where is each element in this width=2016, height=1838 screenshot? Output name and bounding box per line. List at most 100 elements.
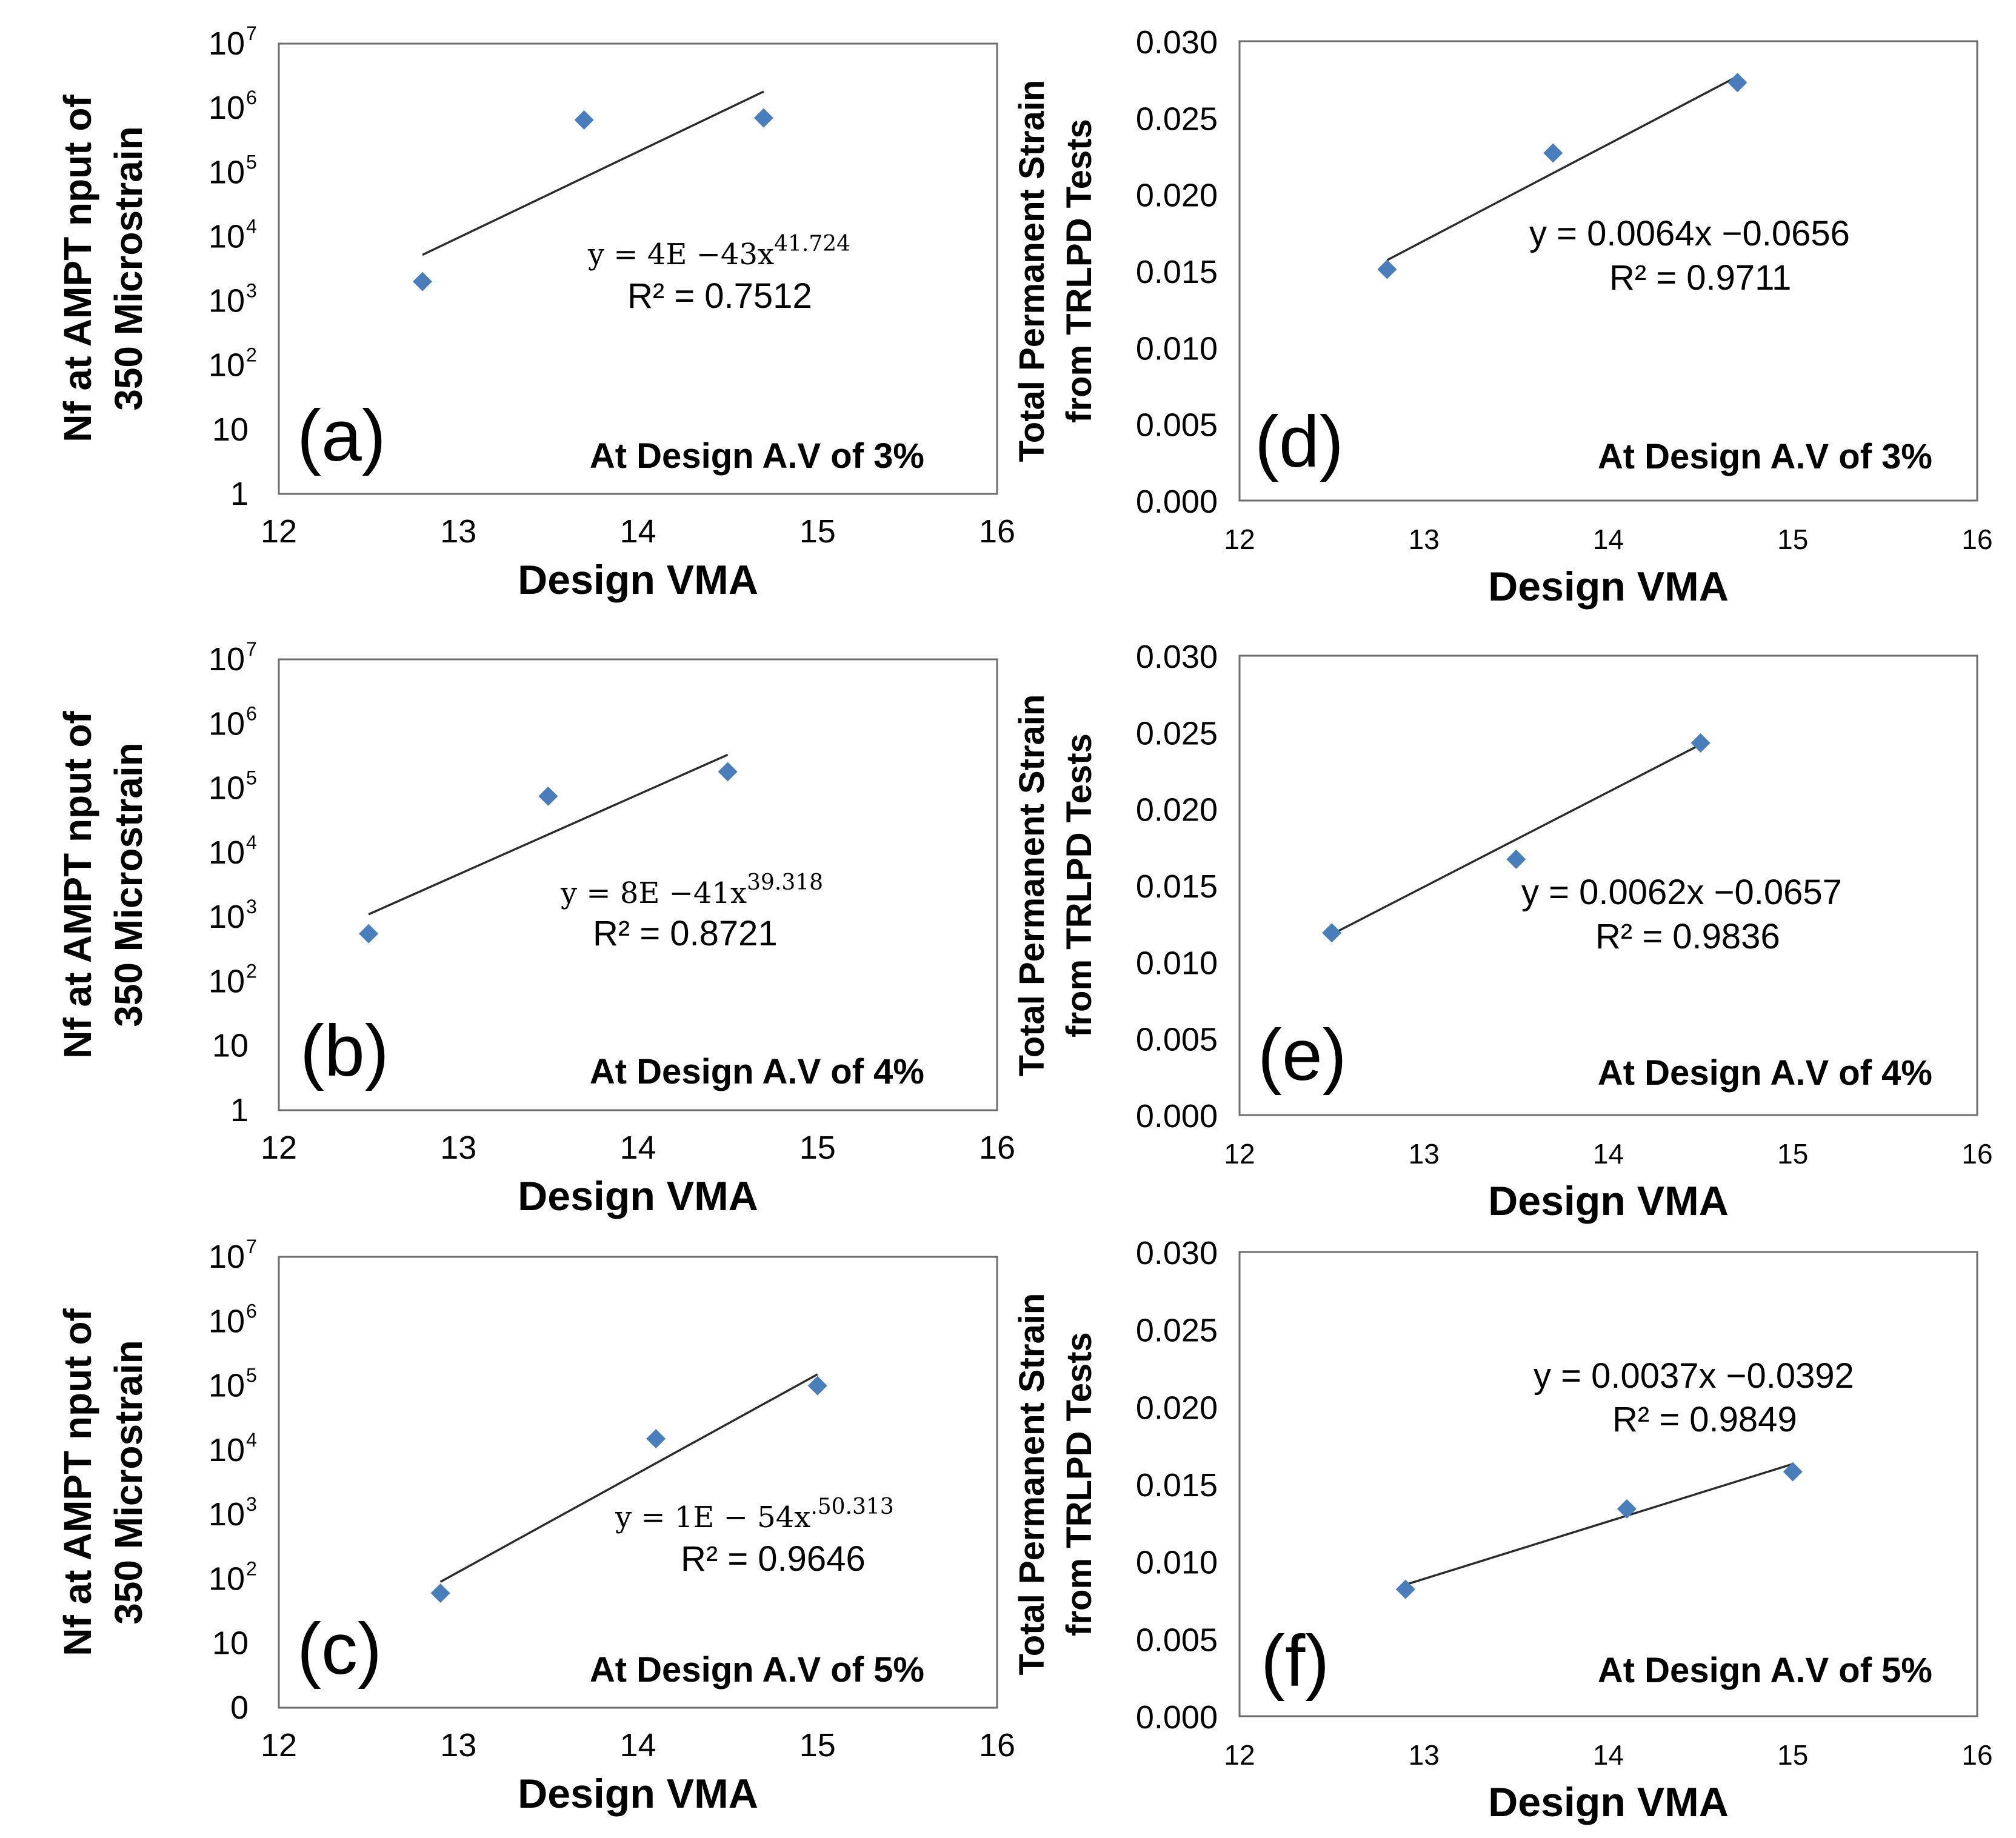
y-tick-label: 10 [209, 899, 245, 935]
x-tick-label: 14 [1593, 1739, 1624, 1771]
x-tick-label: 12 [261, 1727, 297, 1763]
y-tick-label: 10 [209, 1432, 245, 1468]
x-tick-label: 14 [619, 1727, 656, 1763]
x-axis-label: Design VMA [1488, 564, 1729, 610]
y-tick-label: 10 [209, 963, 245, 999]
y-tick-label: 10 [209, 1368, 245, 1404]
y-axis-label-line: Total Permanent Strain [1012, 694, 1052, 1077]
data-point [754, 108, 773, 128]
y-axis-label-line: Nf at AMPT nput of [56, 1308, 99, 1656]
plot-area-frame [1240, 1252, 1977, 1716]
y-tick-exponent: 7 [246, 638, 257, 660]
y-tick-label: 1 [230, 476, 249, 512]
x-tick-label: 14 [1593, 524, 1624, 555]
y-tick-label: 10 [209, 1303, 245, 1339]
panel-label: (f) [1261, 1620, 1329, 1702]
equation-exponent: 41.724 [774, 231, 850, 256]
x-tick-label: 12 [261, 1130, 297, 1166]
y-tick-label: 10 [209, 1560, 245, 1597]
data-point [1322, 923, 1341, 942]
y-tick-label: 0.000 [1136, 1699, 1218, 1736]
trendline-equation: y = 0.0064x −0.0656 [1529, 214, 1850, 253]
data-point [538, 787, 558, 806]
y-tick-label: 1 [230, 1092, 249, 1128]
r-squared-label: R² = 0.9646 [681, 1539, 866, 1579]
x-tick-label: 13 [440, 1130, 476, 1166]
y-tick-exponent: 4 [246, 831, 257, 853]
data-point [413, 272, 432, 291]
x-tick-label: 13 [1409, 1138, 1440, 1170]
y-tick-label: 0.030 [1136, 639, 1218, 675]
data-point [431, 1583, 450, 1603]
x-tick-label: 15 [799, 513, 836, 550]
panel-b: 12 13 14 15 1611010210310410510610 7Design VM… [56, 638, 1015, 1219]
y-tick-exponent: 2 [246, 344, 257, 366]
panel-annotation: At Design A.V of 3% [1598, 437, 1932, 476]
plot-area-frame [279, 1257, 997, 1708]
x-axis-label: Design VMA [518, 557, 758, 603]
y-tick-exponent: 6 [246, 1300, 257, 1322]
equation-base: y = 8E −41x [560, 876, 747, 910]
x-tick-label: 14 [619, 1130, 656, 1166]
y-tick-exponent: 5 [246, 767, 257, 789]
data-point [1691, 733, 1711, 753]
y-tick-exponent: 6 [246, 87, 257, 108]
y-tick-exponent: 4 [246, 215, 257, 237]
y-axis-label-line: Total Permanent Strain [1012, 80, 1052, 462]
y-tick-exponent: 5 [246, 151, 257, 173]
data-point [1783, 1462, 1803, 1482]
y-axis-label-line: 350 Microstrain [107, 742, 150, 1027]
y-tick-label: 10 [209, 154, 245, 190]
data-point [718, 762, 738, 781]
x-tick-label: 13 [1409, 524, 1440, 555]
y-tick-label: 0.025 [1136, 101, 1218, 137]
y-axis-label-line: Nf at AMPT nput of [56, 711, 99, 1059]
equation-base: y = 4E −43x [587, 238, 774, 271]
y-tick-label: 0 [230, 1690, 249, 1726]
panel-label: (a) [297, 395, 386, 476]
x-tick-label: 15 [799, 1130, 836, 1166]
x-tick-label: 14 [619, 513, 656, 550]
r-squared-label: R² = 0.9711 [1609, 258, 1791, 298]
y-tick-label: 0.015 [1136, 868, 1218, 905]
data-point [1727, 73, 1747, 92]
r-squared-label: R² = 0.9836 [1595, 917, 1780, 956]
data-point [1543, 143, 1563, 162]
r-squared-label: R² = 0.8721 [593, 914, 778, 953]
x-tick-label: 13 [1409, 1739, 1440, 1771]
r-squared-label: R² = 0.9849 [1612, 1400, 1797, 1439]
equation-base: y = 1E − 54x [615, 1500, 810, 1534]
x-tick-label: 12 [1224, 1138, 1255, 1170]
data-point [575, 110, 594, 130]
y-tick-label: 0.030 [1136, 24, 1218, 61]
x-tick-label: 16 [1961, 1138, 1992, 1170]
y-tick-label: 0.005 [1136, 1622, 1218, 1658]
panel-annotation: At Design A.V of 3% [590, 436, 924, 476]
y-axis-label-line: 350 Microstrain [107, 126, 150, 411]
y-tick-exponent: 2 [246, 1557, 257, 1579]
panel-label: (d) [1255, 401, 1344, 482]
r-squared-label: R² = 0.7512 [627, 276, 812, 316]
data-point [359, 924, 378, 944]
y-tick-label: 10 [209, 283, 245, 319]
trendline-equation: y = 0.0037x −0.0392 [1534, 1356, 1854, 1396]
y-tick-label: 10 [209, 770, 245, 807]
panel-annotation: At Design A.V of 4% [1598, 1053, 1932, 1093]
trendline-equation: y = 0.0062x −0.0657 [1521, 873, 1842, 912]
trendline-equation: y = 1E − 54x.50.313 [615, 1494, 894, 1534]
x-tick-label: 16 [979, 1727, 1015, 1763]
y-tick-label: 0.025 [1136, 1313, 1218, 1349]
panel-label: (b) [300, 1010, 389, 1091]
x-tick-label: 12 [261, 513, 297, 550]
y-tick-exponent: 7 [246, 22, 257, 44]
y-tick-label: 0.005 [1136, 1022, 1218, 1058]
y-tick-label: 10 [209, 90, 245, 126]
y-tick-exponent: 7 [246, 1236, 257, 1257]
y-axis-label-line: Total Permanent Strain [1012, 1293, 1052, 1676]
trendline-equation: y = 8E −41x39.318 [560, 870, 823, 910]
panel-annotation: At Design A.V of 5% [1598, 1651, 1932, 1690]
y-tick-label: 10 [209, 25, 245, 62]
x-axis-label: Design VMA [1488, 1779, 1729, 1825]
data-point [1377, 259, 1397, 279]
panel-annotation: At Design A.V of 4% [590, 1052, 924, 1091]
